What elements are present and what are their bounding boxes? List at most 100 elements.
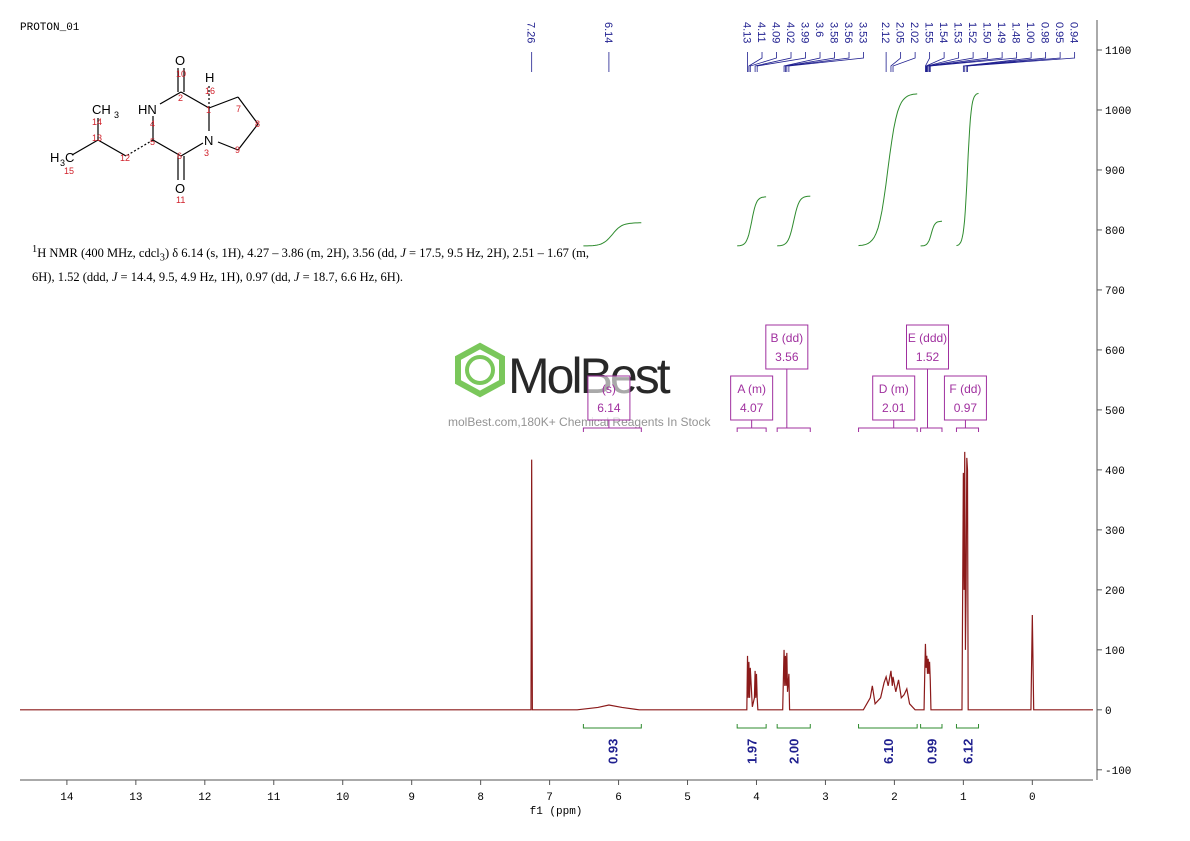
atom-number: 3: [204, 148, 209, 158]
x-tick-label: 6: [615, 792, 622, 804]
peak-label: 1.55: [923, 22, 935, 43]
nmr-text: J: [293, 269, 300, 284]
multiplet-name: A (m): [737, 382, 766, 396]
peak-label: 1.49: [995, 22, 1007, 43]
x-tick-label: 2: [891, 792, 898, 804]
x-tick-label: 10: [336, 792, 349, 804]
integral-bracket: [858, 724, 918, 729]
y-tick-label: 400: [1105, 466, 1125, 478]
chart-title: PROTON_01: [20, 22, 80, 34]
peak-connector: [925, 52, 931, 72]
nmr-description: 1H NMR (400 MHz, cdcl3) δ 6.14 (s, 1H), …: [32, 240, 592, 287]
multiplet-bracket: [736, 427, 767, 432]
atom-number: 7: [236, 104, 241, 114]
multiplet-shift: 0.97: [954, 401, 978, 415]
peak-label: 4.11: [755, 22, 767, 43]
atom-label: N: [204, 133, 213, 148]
x-tick-label: 4: [753, 792, 760, 804]
x-tick-label: 5: [684, 792, 691, 804]
peak-connector: [926, 52, 960, 72]
nmr-text: H NMR (400 MHz, cdcl: [37, 246, 160, 261]
atom-label: O: [175, 181, 185, 196]
peak-connector: [966, 52, 1061, 72]
integral-label: 6.10: [881, 739, 896, 764]
watermark: MolBest molBest.com,180K+ Chemical Reage…: [448, 342, 711, 429]
multiplet-shift: 1.52: [916, 350, 940, 364]
multiplet-shift: 2.01: [882, 401, 906, 415]
bond: [152, 139, 182, 157]
multiplet-bracket: [920, 427, 943, 432]
atom-number: 15: [64, 166, 74, 176]
peak-label: 1.52: [966, 22, 978, 43]
bond: [208, 96, 239, 109]
nmr-text: J: [400, 246, 406, 261]
bond: [237, 123, 259, 151]
peak-label: 3.56: [842, 22, 854, 43]
atom-label: O: [175, 53, 185, 68]
peak-label: 3.58: [828, 22, 840, 43]
multiplet-shift: 6.14: [597, 401, 621, 415]
peak-label: 0.95: [1053, 22, 1065, 43]
peak-connector: [925, 52, 945, 72]
peak-label: 3.53: [857, 22, 869, 43]
peak-connector: [962, 52, 1032, 72]
integral-bracket: [582, 724, 642, 729]
integral-bracket: [776, 724, 811, 729]
atom-label: 3: [60, 158, 65, 168]
x-tick-label: 8: [477, 792, 484, 804]
atom-label: 3: [114, 110, 119, 120]
atom-number: 14: [92, 117, 102, 127]
atom-number: 12: [120, 153, 130, 163]
bond: [217, 141, 239, 151]
logo-icon: [455, 342, 505, 398]
integral-bracket: [920, 724, 943, 729]
atom-number: 9: [235, 145, 240, 155]
peak-connector: [756, 52, 806, 72]
y-tick-label: 500: [1105, 406, 1125, 418]
atom-number: 6: [177, 151, 182, 161]
nmr-text: = 18.7, 6.6 Hz, 6H).: [299, 269, 404, 284]
logo-icon: [465, 355, 495, 385]
peak-connector: [749, 52, 777, 72]
peak-label: 3.6: [813, 22, 825, 37]
peak-label: 3.99: [799, 22, 811, 43]
integral-curve: [920, 220, 942, 247]
integral-bracket: [736, 724, 767, 729]
peak-label: 4.09: [770, 22, 782, 43]
bond: [180, 142, 204, 157]
multiplet-name: E (ddd): [908, 331, 947, 345]
peak-label: 0.98: [1039, 22, 1051, 43]
multiplet-box: [905, 324, 949, 370]
multiplet-bracket: [582, 427, 642, 432]
atom-number: 13: [92, 133, 102, 143]
structure: O HN H N O CH 3 H 3 C 10 2 16 1 7 4 8 14…: [50, 53, 260, 205]
peak-connector: [754, 52, 792, 72]
bond: [125, 139, 154, 157]
y-tick-label: 300: [1105, 526, 1125, 538]
y-tick-label: 800: [1105, 226, 1125, 238]
multiplet-box: [765, 324, 809, 370]
x-tick-label: 12: [198, 792, 211, 804]
bond: [71, 139, 99, 156]
peak-label: 1.54: [937, 22, 949, 43]
y-tick-label: 100: [1105, 646, 1125, 658]
x-tick-label: 7: [546, 792, 553, 804]
peak-label: 2.02: [908, 22, 920, 43]
nmr-text: 3: [159, 252, 165, 264]
peak-connector: [929, 52, 1003, 72]
x-tick-label: 0: [1029, 792, 1036, 804]
integral-label: 0.93: [605, 739, 620, 764]
atom-number: 4: [150, 119, 155, 129]
peak-label: 2.05: [894, 22, 906, 43]
y-tick-label: 200: [1105, 586, 1125, 598]
multiplet-bracket: [955, 427, 980, 432]
peak-label: 0.94: [1068, 22, 1080, 43]
integral-curve: [737, 196, 767, 247]
multiplet-shift: 4.07: [740, 401, 764, 415]
peak-label: 4.13: [741, 22, 753, 43]
integral-label: 2.00: [787, 739, 802, 764]
atom-number: 16: [205, 86, 215, 96]
bond: [180, 91, 210, 109]
atom-label: C: [65, 150, 74, 165]
